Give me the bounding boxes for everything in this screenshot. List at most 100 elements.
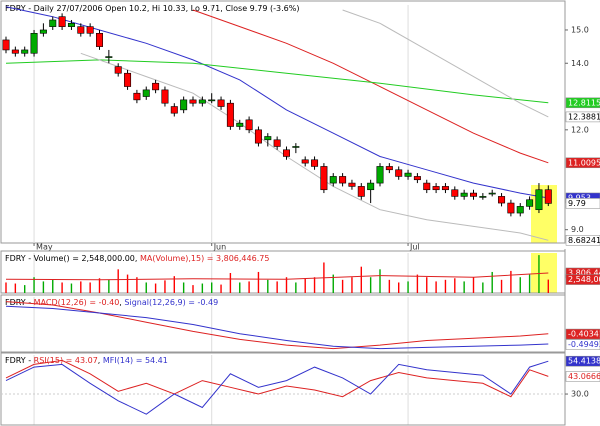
candle-body bbox=[526, 199, 534, 207]
candle-body bbox=[488, 192, 496, 195]
candle-body bbox=[339, 176, 347, 184]
candle-body bbox=[357, 186, 365, 197]
candle-body bbox=[404, 172, 412, 177]
volume-bar bbox=[154, 283, 157, 293]
candle-body bbox=[114, 66, 122, 74]
candle-body bbox=[348, 182, 356, 187]
panel-title: FDRY - Daily 27/07/2006 Open 10.2, Hi 10… bbox=[5, 4, 299, 13]
candle-body bbox=[198, 99, 206, 104]
candle-body bbox=[441, 186, 449, 191]
candle-body bbox=[451, 189, 459, 197]
candle-body bbox=[77, 26, 85, 34]
volume-bar bbox=[351, 277, 353, 293]
volume-bar bbox=[426, 277, 428, 293]
candle-body bbox=[96, 32, 104, 47]
volume-bar bbox=[332, 274, 334, 293]
series-line bbox=[342, 9, 549, 118]
volume-bar bbox=[117, 269, 119, 293]
value-label: 9.953 bbox=[568, 193, 591, 202]
candle-body bbox=[535, 189, 543, 211]
value-label: -0.403411 bbox=[568, 330, 600, 339]
volume-bar bbox=[510, 270, 512, 293]
volume-bar bbox=[61, 282, 63, 293]
series-line bbox=[5, 359, 549, 398]
volume-bar bbox=[547, 279, 549, 293]
volume-bar bbox=[267, 279, 269, 293]
volume-bar bbox=[248, 281, 250, 293]
volume-bar bbox=[24, 285, 26, 293]
value-label-box bbox=[565, 235, 600, 246]
candle-body bbox=[39, 29, 47, 34]
candle-body bbox=[217, 99, 225, 107]
volume-bar bbox=[519, 277, 521, 293]
value-label-box bbox=[565, 339, 600, 350]
value-label: 12.8115 bbox=[568, 98, 600, 107]
volume-bar bbox=[173, 276, 175, 293]
candle-body bbox=[30, 32, 38, 54]
volume-bar bbox=[341, 279, 344, 293]
title-part: MFI(14) = 54.41 bbox=[103, 356, 168, 365]
series-line bbox=[5, 272, 549, 281]
candle-body bbox=[292, 146, 300, 148]
candle-body bbox=[469, 192, 477, 197]
title-part: FDRY - bbox=[5, 298, 34, 307]
value-label: 8.68241 bbox=[568, 236, 600, 245]
value-label: 9.79 bbox=[568, 199, 586, 208]
title-part: , bbox=[98, 356, 103, 365]
candle-body bbox=[320, 166, 328, 191]
volume-bar bbox=[201, 283, 204, 293]
title-part: FDRY - Volume() = 2,548,000.00, bbox=[5, 254, 140, 263]
highlight bbox=[531, 185, 557, 243]
value-label-box bbox=[565, 111, 600, 123]
value-label: 3,806,446 bbox=[568, 268, 600, 277]
volume-bar bbox=[500, 279, 503, 293]
candle-body bbox=[105, 56, 113, 58]
candle-body bbox=[208, 99, 216, 102]
volume-bar bbox=[42, 281, 45, 293]
value-label: 54.4138 bbox=[568, 357, 600, 366]
value-label-box bbox=[565, 328, 600, 340]
title-part: FDRY - bbox=[5, 356, 34, 365]
candle-body bbox=[432, 186, 440, 191]
volume-bar bbox=[369, 277, 372, 293]
volume-bar bbox=[463, 281, 465, 293]
candle-body bbox=[301, 159, 309, 164]
value-label-box bbox=[565, 355, 600, 367]
volume-bar bbox=[136, 277, 138, 293]
series-line bbox=[5, 360, 549, 415]
candle-body bbox=[385, 166, 393, 171]
y-tick-label: 9.0 bbox=[571, 225, 584, 234]
candle-body bbox=[124, 72, 132, 87]
volume-bar bbox=[229, 273, 232, 293]
candle-body bbox=[264, 136, 272, 141]
volume-bar bbox=[276, 281, 278, 293]
candle-body bbox=[273, 139, 281, 147]
volume-bar bbox=[108, 279, 110, 293]
volume-bar bbox=[444, 279, 447, 293]
volume-bar bbox=[89, 282, 91, 293]
value-label: 2,548,000 bbox=[568, 275, 600, 284]
candle-body bbox=[507, 202, 515, 214]
candle-body bbox=[142, 89, 150, 97]
candle-body bbox=[544, 189, 552, 204]
title-part: MACD(12,26) = -0.40 bbox=[34, 298, 120, 307]
volume-bar bbox=[52, 279, 54, 293]
volume-bar bbox=[379, 269, 381, 293]
candle-body bbox=[395, 169, 403, 177]
volume-bar bbox=[145, 282, 147, 293]
candle-body bbox=[58, 16, 66, 27]
candle-body bbox=[282, 149, 290, 157]
candle-body bbox=[189, 99, 197, 104]
candle-body bbox=[329, 176, 337, 184]
candle-body bbox=[254, 129, 262, 144]
volume-bar bbox=[407, 281, 409, 293]
candle-body bbox=[67, 23, 75, 27]
volume-bar bbox=[182, 282, 185, 293]
candle-body bbox=[367, 182, 375, 191]
value-label-box bbox=[565, 371, 600, 382]
volume-bar bbox=[482, 282, 484, 293]
candle-body bbox=[423, 182, 431, 191]
